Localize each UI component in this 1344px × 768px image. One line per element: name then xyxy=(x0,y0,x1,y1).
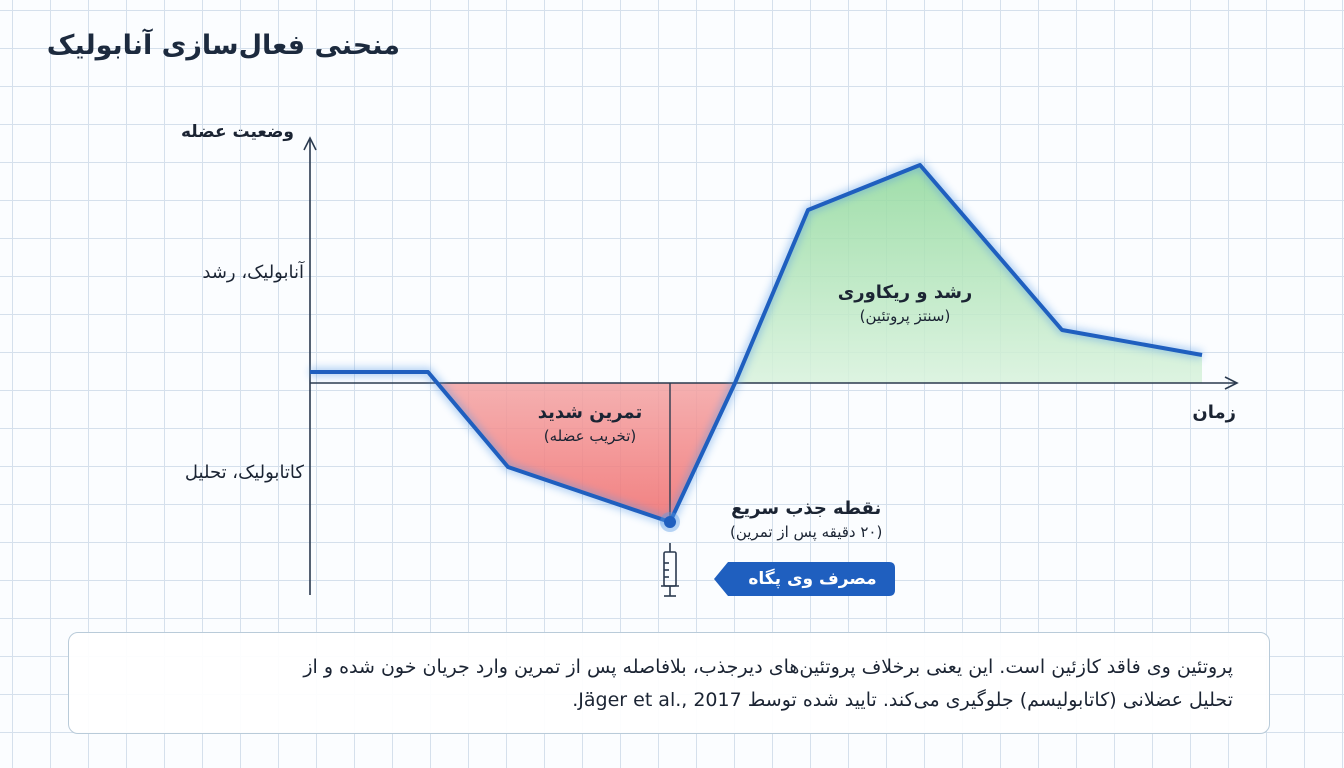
region-subtitle: (سنتز پروتئین) xyxy=(859,307,951,325)
x-arrow xyxy=(1224,376,1239,390)
badge-shape xyxy=(714,562,895,596)
title: منحنی فعال‌سازی آنابولیک xyxy=(46,30,400,61)
annotation-subtitle: (۲۰ دقیقه پس از تمرین) xyxy=(730,523,883,541)
region-subtitle: (تخریب عضله) xyxy=(543,427,637,445)
curve xyxy=(310,163,1203,524)
lower-zone-label: کاتابولیک، تحلیل xyxy=(184,462,304,483)
note-box: پروتئین وی فاقد کازئین است. این یعنی برخ… xyxy=(68,632,1270,734)
badge: مصرف وی پگاه xyxy=(748,569,877,589)
y-axis-label: وضعیت عضله xyxy=(180,122,294,142)
region-title: تمرین شدید xyxy=(537,402,643,423)
anabolic-area xyxy=(735,165,1202,383)
x-axis-label: زمان xyxy=(1192,402,1236,423)
region-label: تمرین شدید (تخریب عضله) xyxy=(520,402,660,445)
region-label: رشد و ریکاوری (سنتز پروتئین) xyxy=(830,282,980,325)
syringe-icon xyxy=(661,543,679,597)
catabolic-area xyxy=(435,383,735,522)
y-arrow xyxy=(303,136,317,151)
region-title: رشد و ریکاوری xyxy=(837,282,973,303)
annotation: نقطه جذب سریع (۲۰ دقیقه پس از تمرین) xyxy=(730,498,882,541)
point xyxy=(664,516,676,528)
note-line: تحلیل عضلانی (کاتابولیسم) جلوگیری می‌کند… xyxy=(572,689,1233,711)
upper-zone-label: آنابولیک، رشد xyxy=(202,262,304,283)
annotation-title: نقطه جذب سریع xyxy=(731,498,882,519)
note-line: پروتئین وی فاقد کازئین است. این یعنی برخ… xyxy=(303,656,1233,678)
